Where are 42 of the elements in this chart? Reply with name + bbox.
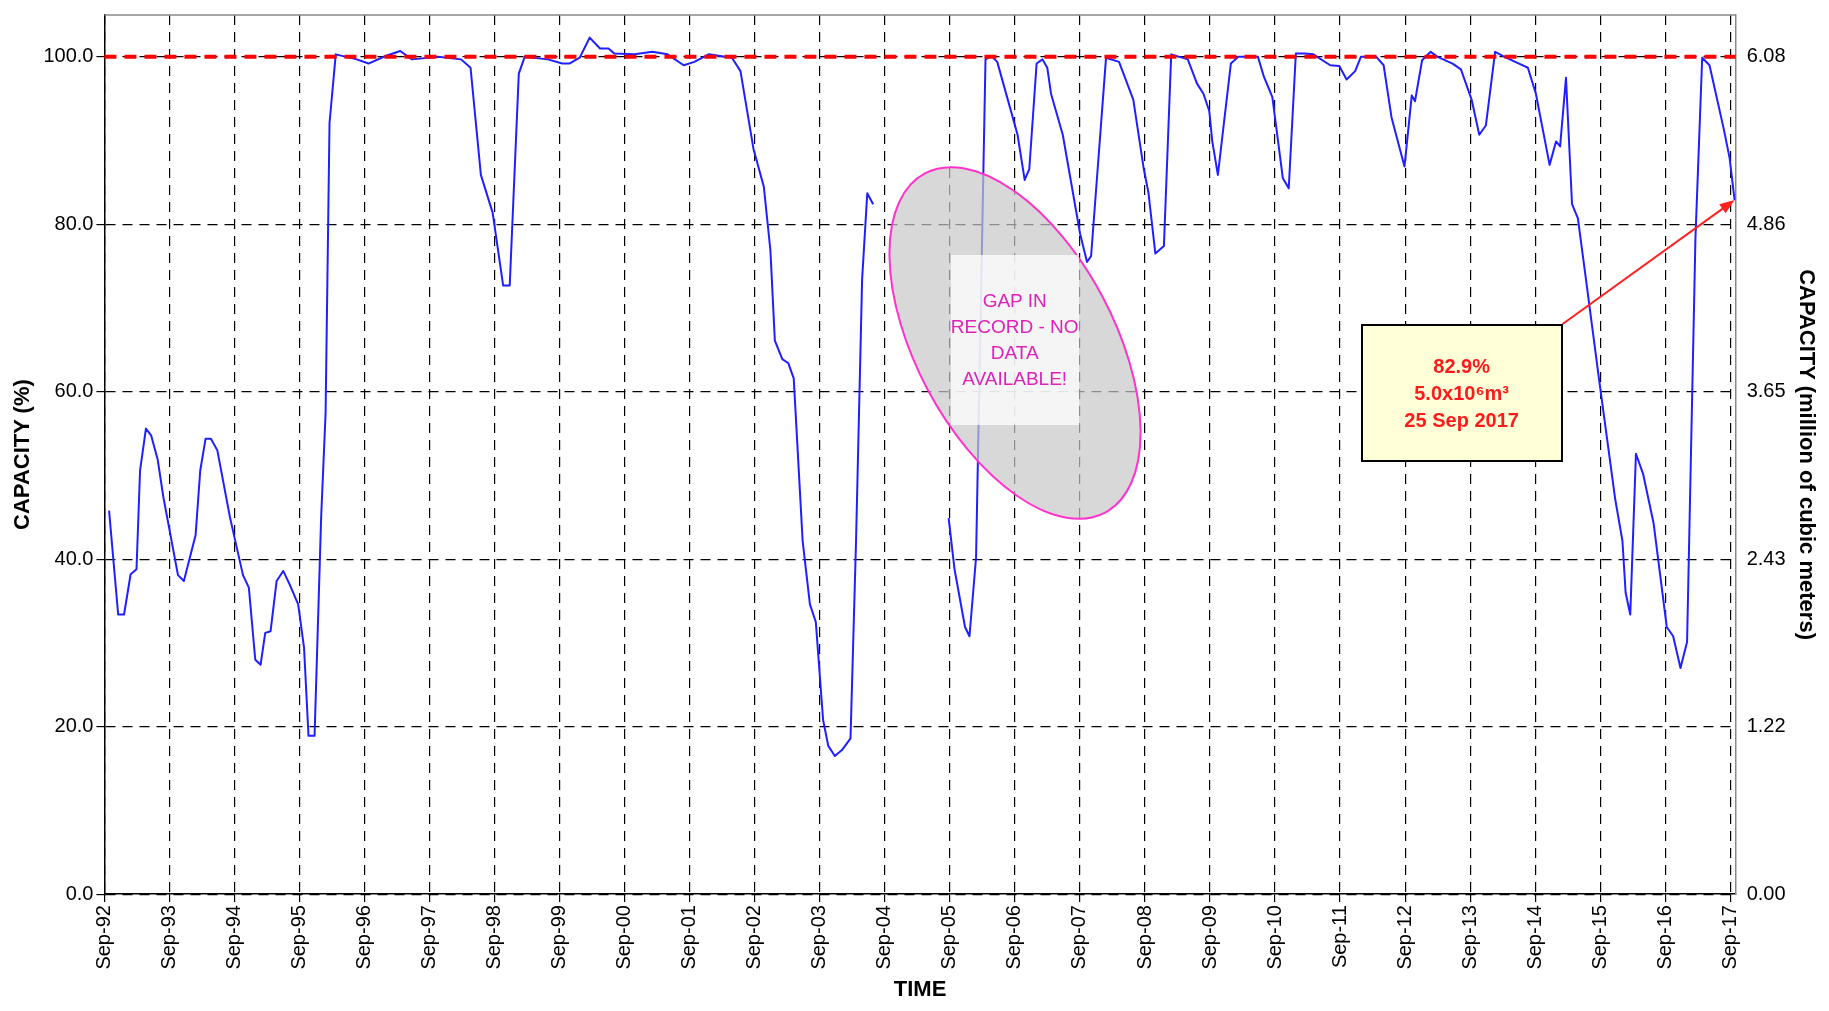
x-tick-label: Sep-14 [1522,905,1545,970]
x-tick-label: Sep-94 [221,905,244,970]
x-tick-label: Sep-02 [742,905,765,970]
x-tick-label: Sep-07 [1067,905,1090,970]
x-tick-label: Sep-05 [937,905,960,970]
y2-tick-label: 3.65 [1746,378,1786,401]
y2-tick-label: 4.86 [1746,211,1786,234]
x-tick-label: Sep-08 [1132,905,1155,970]
x-tick-label: Sep-16 [1652,905,1675,970]
x-axis-title: TIME [893,975,947,1001]
x-tick-label: Sep-17 [1717,905,1740,970]
x-tick-label: Sep-92 [91,905,114,970]
x-tick-label: Sep-15 [1587,905,1610,970]
y-tick-label: 60.0 [54,379,94,402]
y2-axis-title: CAPACITY (million of cubic meters) [1794,269,1820,640]
x-tick-label: Sep-13 [1457,905,1480,970]
y2-tick-label: 2.43 [1746,546,1786,569]
y-tick-label: 20.0 [54,714,94,737]
x-tick-label: Sep-96 [352,905,375,970]
x-tick-label: Sep-93 [156,905,179,970]
annotation: 82.9% 5.0x10⁶m³ 25 Sep 2017 [1403,353,1520,433]
x-tick-label: Sep-03 [807,905,830,970]
y-tick-label: 80.0 [54,211,94,234]
x-tick-label: Sep-98 [482,905,505,970]
x-tick-label: Sep-09 [1197,905,1220,970]
x-tick-label: Sep-99 [547,905,570,970]
x-tick-label: Sep-11 [1327,905,1350,969]
y-tick-label: 100.0 [43,44,94,67]
x-tick-label: Sep-12 [1392,905,1415,970]
x-tick-label: Sep-00 [612,905,635,970]
x-tick-label: Sep-95 [286,905,309,970]
y-tick-label: 40.0 [54,546,94,569]
y2-tick-label: 1.22 [1746,713,1786,736]
y2-tick-label: 0.00 [1746,881,1786,904]
x-tick-label: Sep-01 [677,905,700,970]
x-tick-label: Sep-10 [1262,905,1285,970]
y-tick-label: 0.0 [65,881,94,904]
x-tick-label: Sep-06 [1002,905,1025,970]
x-tick-label: Sep-97 [417,905,440,970]
y-axis-title: CAPACITY (%) [9,379,35,530]
y2-tick-label: 6.08 [1746,43,1786,66]
x-tick-label: Sep-04 [872,905,895,970]
